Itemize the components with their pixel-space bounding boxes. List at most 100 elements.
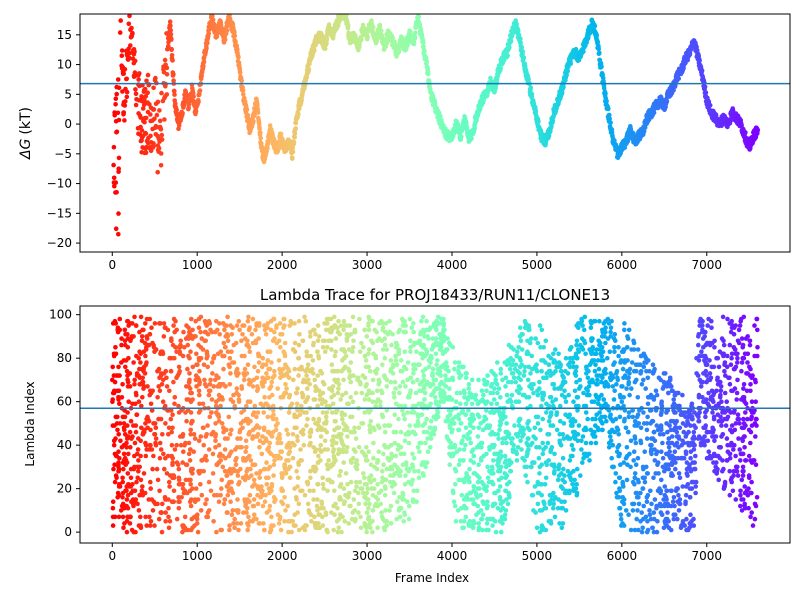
data-point xyxy=(219,486,224,491)
data-point xyxy=(478,508,484,513)
data-point xyxy=(469,136,474,141)
data-point xyxy=(735,412,741,418)
data-point xyxy=(721,338,726,344)
data-point xyxy=(139,135,145,140)
data-point xyxy=(297,412,303,418)
data-point xyxy=(551,501,556,507)
data-point xyxy=(744,388,750,394)
data-point xyxy=(345,482,350,487)
data-point xyxy=(525,377,531,383)
data-point xyxy=(494,401,500,407)
data-point xyxy=(537,464,543,470)
data-point xyxy=(563,508,569,513)
data-point xyxy=(668,503,674,509)
data-point xyxy=(564,72,569,78)
data-point xyxy=(417,362,422,368)
data-point xyxy=(732,386,738,391)
data-point xyxy=(293,120,299,126)
data-point xyxy=(160,432,165,437)
data-point xyxy=(167,355,172,361)
data-point xyxy=(346,366,351,372)
data-point xyxy=(212,377,218,383)
data-point xyxy=(727,451,732,457)
x-tick-label: 4000 xyxy=(437,258,468,272)
data-point xyxy=(163,421,168,426)
data-point xyxy=(116,432,121,437)
data-point xyxy=(180,111,185,116)
data-point xyxy=(210,14,215,19)
data-point xyxy=(153,123,159,129)
data-point xyxy=(243,438,249,444)
data-point xyxy=(732,427,738,433)
x-tick-label: 0 xyxy=(108,258,116,272)
data-point xyxy=(379,390,385,396)
data-point xyxy=(428,418,434,424)
data-point xyxy=(360,22,366,28)
data-point xyxy=(291,377,296,383)
data-point xyxy=(244,403,249,409)
data-point xyxy=(138,477,144,483)
data-point xyxy=(119,48,125,53)
data-point xyxy=(143,115,149,121)
data-point xyxy=(261,410,267,415)
data-point xyxy=(688,455,693,461)
data-point xyxy=(748,382,753,387)
data-point xyxy=(214,373,219,378)
data-point xyxy=(387,318,392,324)
data-point xyxy=(547,501,553,507)
data-point xyxy=(684,471,690,476)
data-point xyxy=(139,128,145,133)
data-point xyxy=(302,314,307,320)
data-point xyxy=(290,156,295,161)
data-point xyxy=(233,462,239,468)
data-point xyxy=(115,77,121,82)
lambda-trace-panel: Lambda Trace for PROJ18433/RUN11/CLONE13… xyxy=(23,286,791,585)
data-point xyxy=(637,408,642,413)
data-point xyxy=(397,514,403,520)
data-point xyxy=(380,362,385,368)
data-point xyxy=(136,111,141,116)
data-point xyxy=(604,98,609,104)
data-point xyxy=(461,479,467,485)
data-point xyxy=(500,440,505,446)
data-point xyxy=(117,327,123,333)
data-point xyxy=(323,414,329,420)
data-point xyxy=(639,382,645,387)
data-point xyxy=(599,379,604,385)
data-point xyxy=(187,458,193,463)
data-point xyxy=(631,449,637,455)
data-point xyxy=(521,373,527,378)
data-point xyxy=(728,118,734,123)
data-point xyxy=(512,423,517,428)
data-point xyxy=(337,9,342,14)
data-point xyxy=(644,471,650,476)
data-point xyxy=(341,366,346,372)
data-point xyxy=(149,408,155,413)
data-point xyxy=(308,475,313,481)
data-point xyxy=(324,462,330,468)
data-point xyxy=(113,473,119,478)
data-point xyxy=(301,442,307,448)
data-point xyxy=(151,107,156,112)
data-point xyxy=(206,31,211,36)
data-point xyxy=(676,76,681,81)
data-point xyxy=(127,14,132,19)
data-point xyxy=(123,86,128,92)
data-point xyxy=(291,140,297,146)
y-tick-label: 10 xyxy=(57,58,72,72)
data-point xyxy=(728,362,734,368)
data-point xyxy=(216,442,222,448)
data-point xyxy=(562,388,567,394)
data-point xyxy=(526,77,531,82)
data-point xyxy=(168,27,173,33)
data-point xyxy=(574,379,579,385)
data-point xyxy=(652,458,658,463)
data-point xyxy=(393,358,399,363)
data-point xyxy=(199,73,204,79)
data-point xyxy=(413,30,418,36)
data-point xyxy=(505,501,511,507)
data-point xyxy=(557,432,562,437)
data-point xyxy=(264,510,270,515)
data-point xyxy=(724,399,729,405)
